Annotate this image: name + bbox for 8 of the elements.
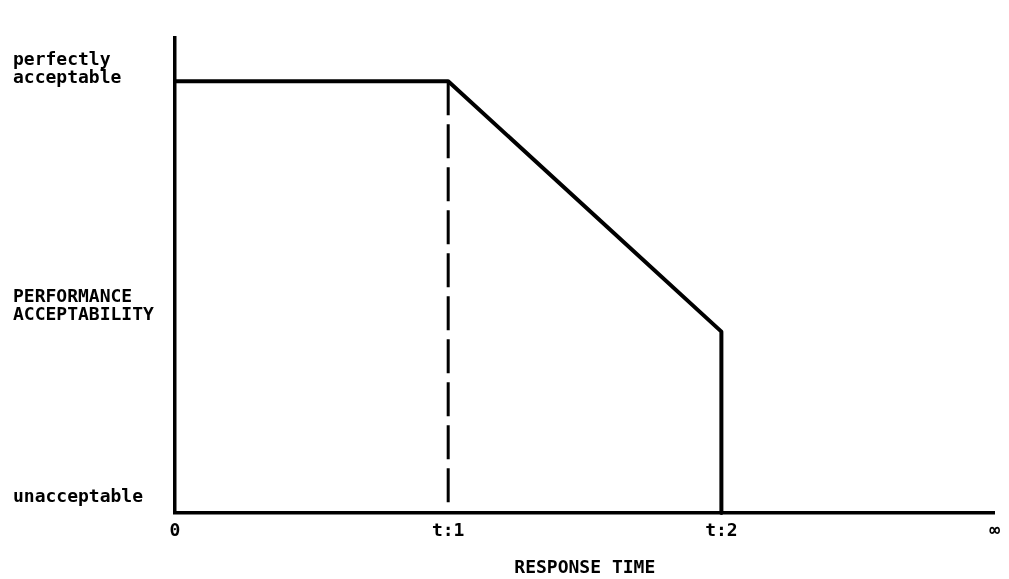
annotation: perfectly acceptable bbox=[13, 47, 122, 87]
x-tick-label: ∞ bbox=[989, 518, 1001, 540]
x-axis-title: RESPONSE TIME bbox=[514, 555, 656, 577]
text: unacceptable bbox=[13, 484, 144, 506]
y-axis-title: PERFORMANCE ACCEPTABILITY bbox=[13, 285, 155, 324]
x-tick-label: t:2 bbox=[705, 518, 738, 540]
x-tick-label: t:1 bbox=[431, 518, 465, 540]
x-tick-label: 0 bbox=[169, 518, 181, 540]
